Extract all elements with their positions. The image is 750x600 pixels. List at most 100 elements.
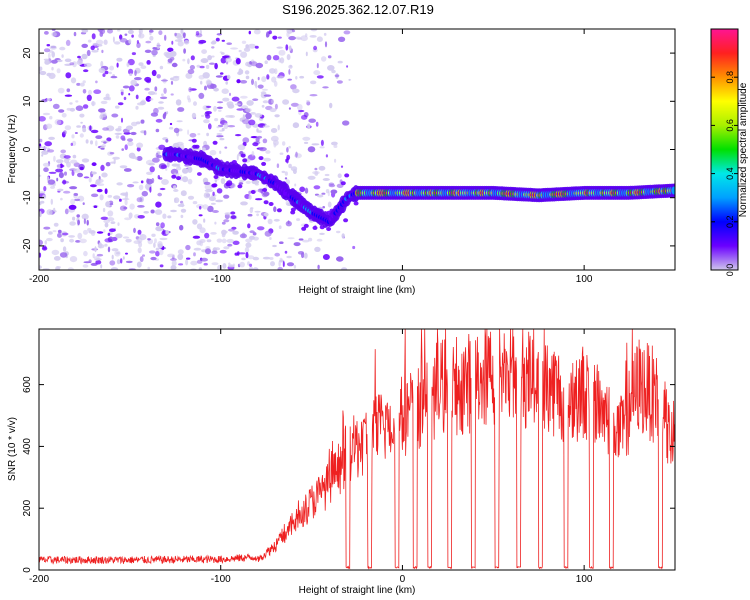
heatmap-cell: [211, 46, 215, 49]
heatmap-cell: [205, 64, 210, 69]
heatmap-cell: [44, 31, 49, 35]
heatmap-cell: [151, 49, 158, 56]
heatmap-cell: [316, 63, 319, 69]
heatmap-cell: [299, 186, 306, 193]
heatmap-cell: [52, 230, 57, 233]
heatmap-cell: [95, 182, 99, 185]
heatmap-cell: [211, 55, 215, 58]
heatmap-cell: [269, 237, 272, 240]
heatmap-cell: [193, 101, 197, 106]
heatmap-cell: [155, 250, 160, 257]
heatmap-cell: [86, 94, 92, 102]
heatmap-cell: [264, 60, 268, 64]
heatmap-cell: [137, 237, 143, 244]
heatmap-cell: [261, 161, 267, 166]
heatmap-cell: [113, 195, 121, 200]
heatmap-cell: [337, 60, 343, 64]
heatmap-cell: [58, 172, 64, 179]
heatmap-cell: [231, 96, 240, 102]
heatmap-cell: [136, 142, 144, 149]
heatmap-cell: [167, 253, 175, 258]
heatmap-cell: [155, 118, 163, 123]
heatmap-cell: [65, 72, 72, 79]
heatmap-cell: [273, 218, 280, 222]
heatmap-cell: [250, 136, 258, 139]
heatmap-cell: [77, 55, 81, 59]
heatmap-cell: [167, 58, 173, 63]
heatmap-cell: [180, 29, 184, 34]
heatmap-cell: [313, 185, 321, 190]
heatmap-cell: [317, 264, 320, 270]
heatmap-cell: [95, 260, 102, 265]
heatmap-cell: [160, 96, 168, 100]
heatmap-cell: [130, 79, 137, 86]
heatmap-cell: [252, 256, 260, 261]
heatmap-cell: [83, 176, 90, 179]
heatmap-cell: [53, 155, 56, 162]
heatmap-cell: [278, 225, 282, 229]
colorbar-tick-label: 0.2: [725, 216, 735, 229]
heatmap-cell: [219, 150, 222, 154]
heatmap-cell: [212, 191, 215, 196]
heatmap-cell: [44, 240, 48, 245]
heatmap-cell: [287, 29, 293, 34]
heatmap-cell: [230, 211, 236, 215]
colorbar: [711, 29, 738, 270]
heatmap-cell: [53, 222, 59, 227]
colorbar-tick-label: 0.0: [725, 264, 735, 277]
heatmap-cell: [75, 100, 79, 103]
heatmap-cell: [79, 166, 84, 171]
heatmap-cell: [240, 153, 246, 158]
heatmap-cell: [105, 201, 111, 208]
heatmap-cell: [268, 202, 274, 206]
heatmap-cell: [64, 171, 67, 176]
heatmap-cell: [55, 267, 60, 270]
heatmap-cell: [155, 128, 160, 133]
heatmap-cell: [39, 252, 42, 258]
heatmap-cell: [121, 148, 124, 151]
heatmap-cell: [242, 114, 246, 121]
heatmap-cell: [92, 42, 98, 46]
heatmap-cell: [103, 229, 106, 233]
heatmap-cell: [129, 73, 133, 76]
heatmap-cell: [145, 40, 152, 44]
heatmap-cell: [166, 161, 170, 168]
heatmap-cell: [322, 178, 330, 181]
heatmap-cell: [57, 188, 64, 192]
heatmap-cell: [110, 267, 119, 270]
heatmap-cell: [312, 225, 318, 230]
heatmap-cell: [159, 264, 164, 268]
heatmap-cell: [160, 222, 165, 229]
heatmap-cell: [284, 250, 288, 254]
heatmap-cell: [203, 262, 208, 266]
heatmap-cell: [157, 192, 162, 197]
heatmap-cell: [207, 205, 214, 213]
heatmap-cell: [163, 87, 167, 94]
heatmap-cell: [154, 238, 157, 244]
heatmap-cell: [202, 204, 209, 210]
heatmap-cell: [303, 223, 309, 228]
heatmap-cell: [228, 262, 231, 266]
heatmap-cell: [326, 210, 332, 215]
heatmap-cell: [172, 142, 180, 149]
heatmap-cell: [198, 41, 204, 45]
heatmap-cell: [309, 35, 317, 38]
heatmap-cell: [77, 172, 83, 178]
heatmap-cell: [208, 196, 216, 202]
heatmap-cell: [220, 178, 226, 185]
heatmap-cell: [192, 235, 201, 239]
heatmap-cell: [135, 105, 139, 110]
heatmap-cell: [177, 40, 184, 47]
heatmap-cell: [83, 62, 92, 68]
heatmap-cell: [126, 62, 130, 67]
heatmap-cell: [261, 104, 265, 108]
snr-ylabel: SNR (10 * v/v): [7, 417, 18, 481]
heatmap-cell: [234, 134, 242, 137]
y-tick-label: 10: [22, 95, 33, 107]
heatmap-cell: [128, 212, 133, 219]
heatmap-cell: [91, 171, 97, 175]
heatmap-cell: [249, 263, 253, 267]
heatmap-cell: [199, 65, 205, 69]
heatmap-cell: [236, 108, 244, 111]
